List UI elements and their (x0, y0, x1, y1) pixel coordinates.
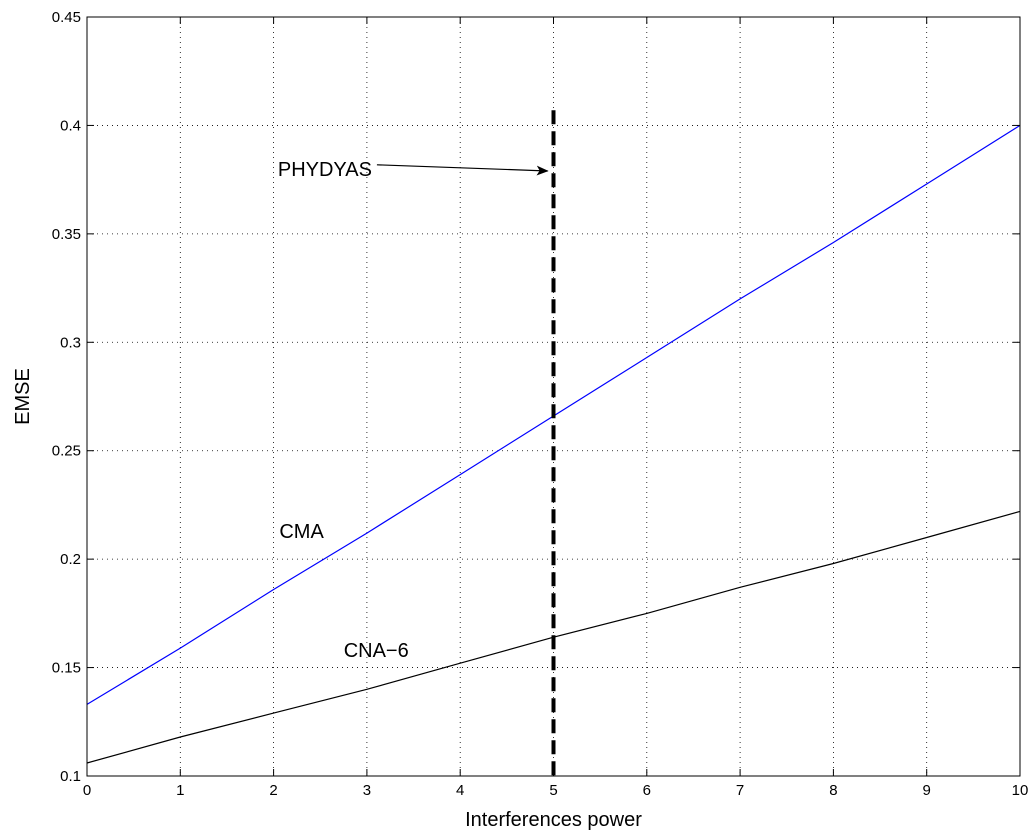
annotation-cma: CMA (279, 521, 324, 543)
axis-ticks: 0 1 2 3 4 5 6 7 8 9 10 0.1 0.15 0.2 0.25 0.3 0.35 0.4 0.45 (52, 9, 1029, 799)
y-tick-label: 0.45 (52, 9, 81, 26)
x-tick-label: 2 (269, 782, 277, 799)
x-tick-label: 5 (549, 782, 557, 799)
x-tick-label: 9 (923, 782, 931, 799)
x-tick-label: 10 (1012, 782, 1029, 799)
x-tick-label: 4 (456, 782, 464, 799)
y-tick-label: 0.3 (60, 334, 81, 351)
x-tick-label: 6 (643, 782, 651, 799)
x-tick-label: 8 (829, 782, 837, 799)
y-tick-label: 0.4 (60, 117, 81, 134)
annotations: PHYDYAS CMA CNA−6 (278, 159, 549, 662)
y-tick-label: 0.25 (52, 443, 81, 460)
x-tick-label: 0 (83, 782, 91, 799)
x-axis-label: Interferences power (465, 809, 642, 831)
y-tick-label: 0.1 (60, 768, 81, 785)
y-tick-label: 0.2 (60, 551, 81, 568)
y-axis-label: EMSE (12, 368, 34, 425)
x-tick-label: 7 (736, 782, 744, 799)
x-tick-label: 1 (176, 782, 184, 799)
x-tick-label: 3 (363, 782, 371, 799)
grid-lines (87, 17, 1020, 776)
annotation-arrow (376, 164, 549, 176)
annotation-cna-6: CNA−6 (344, 640, 409, 662)
y-tick-label: 0.35 (52, 226, 81, 243)
y-tick-label: 0.15 (52, 660, 81, 677)
annotation-phydyas: PHYDYAS (278, 159, 372, 181)
